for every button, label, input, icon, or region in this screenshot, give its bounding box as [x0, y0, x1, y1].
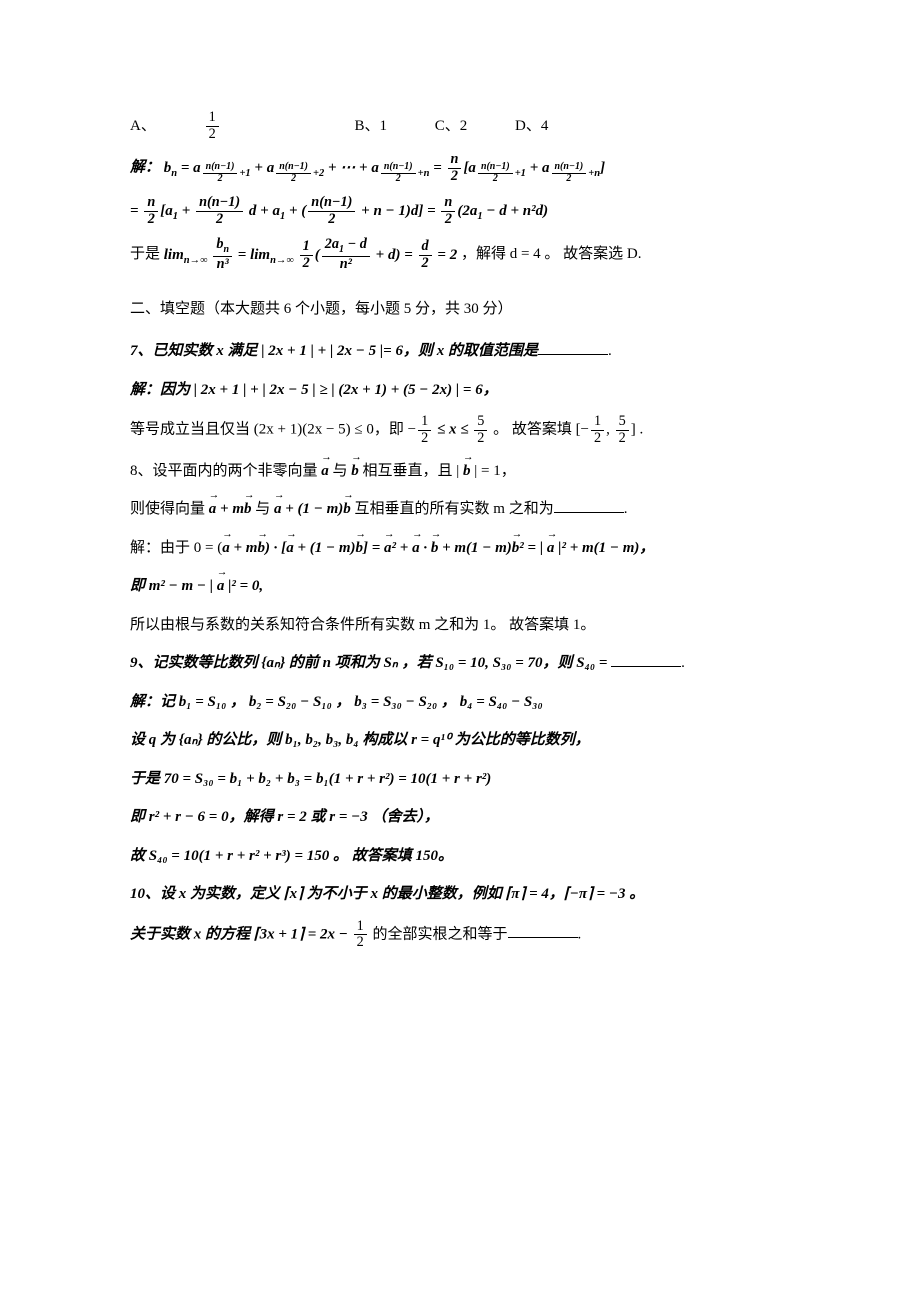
q6-solution-line2: = n2[a1 + n(n−1)2 d + a1 + (n(n−1)2 + n …: [130, 195, 810, 227]
q6-solution-line1: 解： bn = an(n−1)2+1 + an(n−1)2+2 + ⋯ + an…: [130, 152, 810, 185]
q6-choices: A、 12 B、1 C、2 D、4: [130, 110, 810, 142]
answer-blank: [538, 339, 608, 355]
q7-sol-line1: 解：因为 | 2x + 1 | + | 2x − 5 | ≥ | (2x + 1…: [130, 376, 810, 405]
exam-page: A、 12 B、1 C、2 D、4 解： bn = an(n−1)2+1 + a…: [0, 0, 920, 1161]
q9-sol-line1: 解：记 b₁ = S₁₀ ， b₂ = S₂₀ − S₁₀ ， b₃ = S₃₀…: [130, 688, 810, 717]
section-2-title: 二、填空题（本大题共 6 个小题，每小题 5 分，共 30 分）: [130, 295, 810, 324]
answer-blank: [554, 497, 624, 513]
q9-sol-line2: 设 q 为 {aₙ} 的公比，则 b₁, b₂, b₃, b₄ 构成以 r = …: [130, 726, 810, 755]
q8-sol-line3: 所以由根与系数的关系知符合条件所有实数 m 之和为 1。 故答案填 1。: [130, 611, 810, 640]
q6-solution-line3: 于是 limn→∞ bnn³ = limn→∞ 12(2a1 − dn² + d…: [130, 237, 810, 272]
q8-sol-line2: 即 m² − m − | a |² = 0,: [130, 572, 810, 601]
choice-c: C、2: [435, 112, 468, 141]
answer-blank: [611, 651, 681, 667]
q7-text: 7、已知实数 x 满足 | 2x + 1 | + | 2x − 5 |= 6，则…: [130, 337, 810, 366]
q9-sol-line5: 故 S₄₀ = 10(1 + r + r² + r³) = 150 。 故答案填…: [130, 842, 810, 871]
q9-text: 9、记实数等比数列 {aₙ} 的前 n 项和为 Sₙ ，若 S₁₀ = 10, …: [130, 649, 810, 678]
q8-sol-line1: 解：由于 0 = (a + mb) · [a + (1 − m)b] = a² …: [130, 534, 810, 563]
q9-sol-line3: 于是 70 = S₃₀ = b₁ + b₂ + b₃ = b₁(1 + r + …: [130, 765, 810, 794]
choice-a: A、 12: [130, 110, 307, 142]
q10-text-1: 10、设 x 为实数，定义 ⌈x⌉ 为不小于 x 的最小整数，例如 ⌈π⌉ = …: [130, 880, 810, 909]
choice-b: B、1: [354, 112, 387, 141]
q9-sol-line4: 即 r² + r − 6 = 0，解得 r = 2 或 r = −3 （舍去），: [130, 803, 810, 832]
q8-text-2: 则使得向量 a + mb 与 a + (1 − m)b 互相垂直的所有实数 m …: [130, 495, 810, 524]
choice-d: D、4: [515, 112, 548, 141]
answer-blank: [508, 922, 578, 938]
q10-text-2: 关于实数 x 的方程 ⌈3x + 1⌉ = 2x − 12 的全部实根之和等于.: [130, 919, 810, 951]
q7-sol-line2: 等号成立当且仅当 (2x + 1)(2x − 5) ≤ 0，即 −12 ≤ x …: [130, 414, 810, 446]
q8-text-1: 8、设平面内的两个非零向量 a 与 b 相互垂直，且 | b | = 1，: [130, 457, 810, 486]
